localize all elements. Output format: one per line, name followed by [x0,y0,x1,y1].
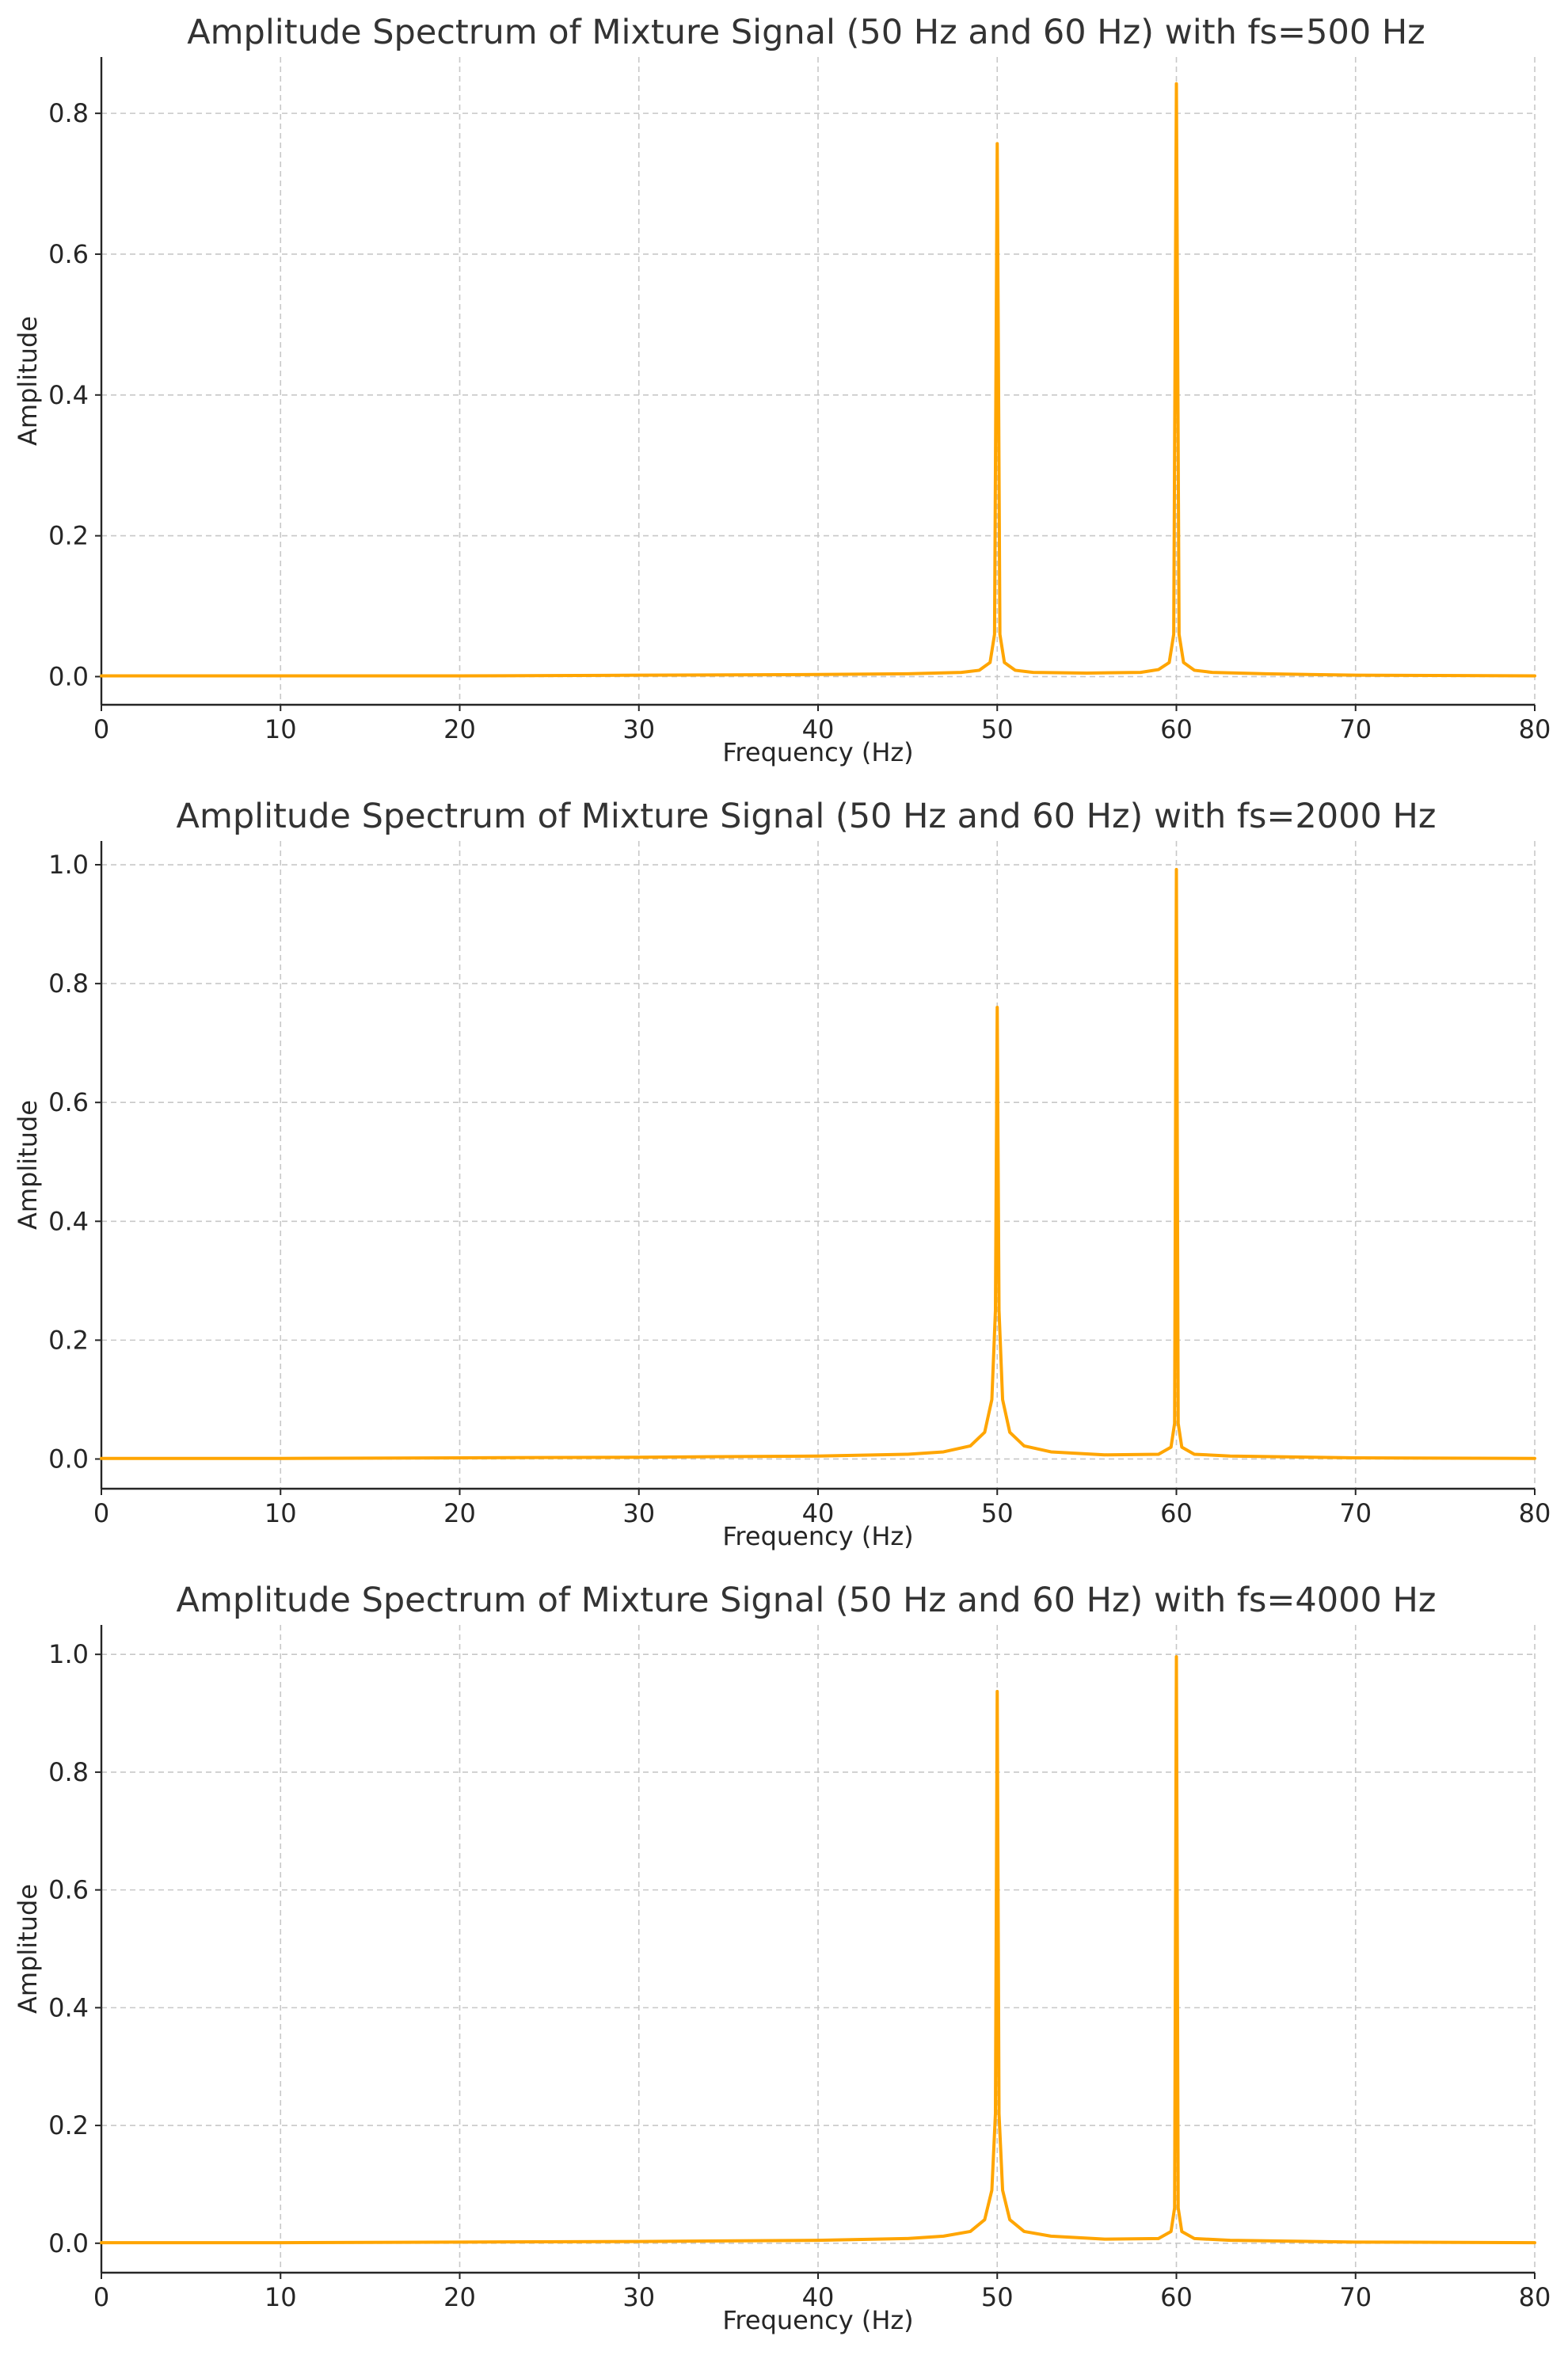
y-tick-label: 0.4 [48,1992,89,2022]
y-tick-label: 0.8 [48,1757,89,1787]
x-tick-label: 70 [1339,2282,1372,2312]
x-tick-label: 40 [802,2282,835,2312]
y-axis-label: Amplitude [13,1884,43,2014]
spectrum-series-line [100,82,1536,678]
chart-panel-2: 0 10 20 30 40 50 60 70 80 0.0 0.2 0.4 0.6 0.8 1.0 Ampli… [13,797,1551,1551]
spectrum-series-line [100,1655,1536,2245]
y-tick-label: 0.8 [48,98,89,128]
chart-panel-1: 0 10 20 30 40 50 60 70 80 0.0 0.2 0.4 0.6 0.8 Amplitud… [13,13,1551,767]
spectrum-series-line [100,868,1536,1460]
x-tick-label: 20 [443,1498,476,1528]
y-tick-label: 1.0 [48,850,89,880]
x-tick-label: 30 [622,2282,655,2312]
x-tick-label: 0 [93,714,109,744]
y-tick-label: 0.2 [48,521,89,551]
x-axis-label: Frequency (Hz) [722,737,913,767]
y-tick-label: 0.4 [48,1206,89,1236]
y-tick-label: 0.6 [48,1087,89,1117]
x-tick-label: 40 [802,714,835,744]
y-tick-label: 0.0 [48,1444,89,1474]
x-tick-label: 30 [622,714,655,744]
x-tick-label: 80 [1519,2282,1551,2312]
x-tick-label: 10 [265,714,297,744]
x-tick-label: 0 [93,2282,109,2312]
x-tick-label: 50 [981,2282,1014,2312]
y-tick-label: 1.0 [48,1639,89,1669]
x-tick-label: 30 [622,1498,655,1528]
x-tick-label: 50 [981,1498,1014,1528]
y-tick-label: 0.0 [48,661,89,691]
x-tick-label: 70 [1339,714,1372,744]
x-tick-label: 80 [1519,714,1551,744]
x-tick-label: 10 [265,2282,297,2312]
y-tick-label: 0.0 [48,2228,89,2258]
x-tick-label: 20 [443,714,476,744]
y-axis-label: Amplitude [13,1100,43,1230]
x-axis-label: Frequency (Hz) [722,1521,913,1551]
x-tick-label: 40 [802,1498,835,1528]
x-tick-label: 10 [265,1498,297,1528]
y-tick-label: 0.8 [48,968,89,999]
chart-title: Amplitude Spectrum of Mixture Signal (50… [187,13,1425,52]
chart-title: Amplitude Spectrum of Mixture Signal (50… [177,1581,1437,1620]
x-tick-label: 60 [1160,1498,1193,1528]
chart-panel-3: 0 10 20 30 40 50 60 70 80 0.0 0.2 0.4 0.6 0.8 1.0 Ampli… [13,1581,1551,2335]
y-tick-label: 0.2 [48,2110,89,2140]
x-tick-label: 20 [443,2282,476,2312]
y-tick-label: 0.4 [48,380,89,410]
y-axis-label: Amplitude [13,316,43,446]
chart-title: Amplitude Spectrum of Mixture Signal (50… [177,797,1437,836]
y-tick-label: 0.2 [48,1325,89,1355]
x-tick-label: 80 [1519,1498,1551,1528]
x-tick-label: 50 [981,714,1014,744]
x-tick-label: 0 [93,1498,109,1528]
x-tick-label: 60 [1160,2282,1193,2312]
y-tick-label: 0.6 [48,239,89,269]
x-tick-label: 60 [1160,714,1193,744]
x-axis-label: Frequency (Hz) [722,2305,913,2335]
x-tick-label: 70 [1339,1498,1372,1528]
y-tick-label: 0.6 [48,1875,89,1905]
